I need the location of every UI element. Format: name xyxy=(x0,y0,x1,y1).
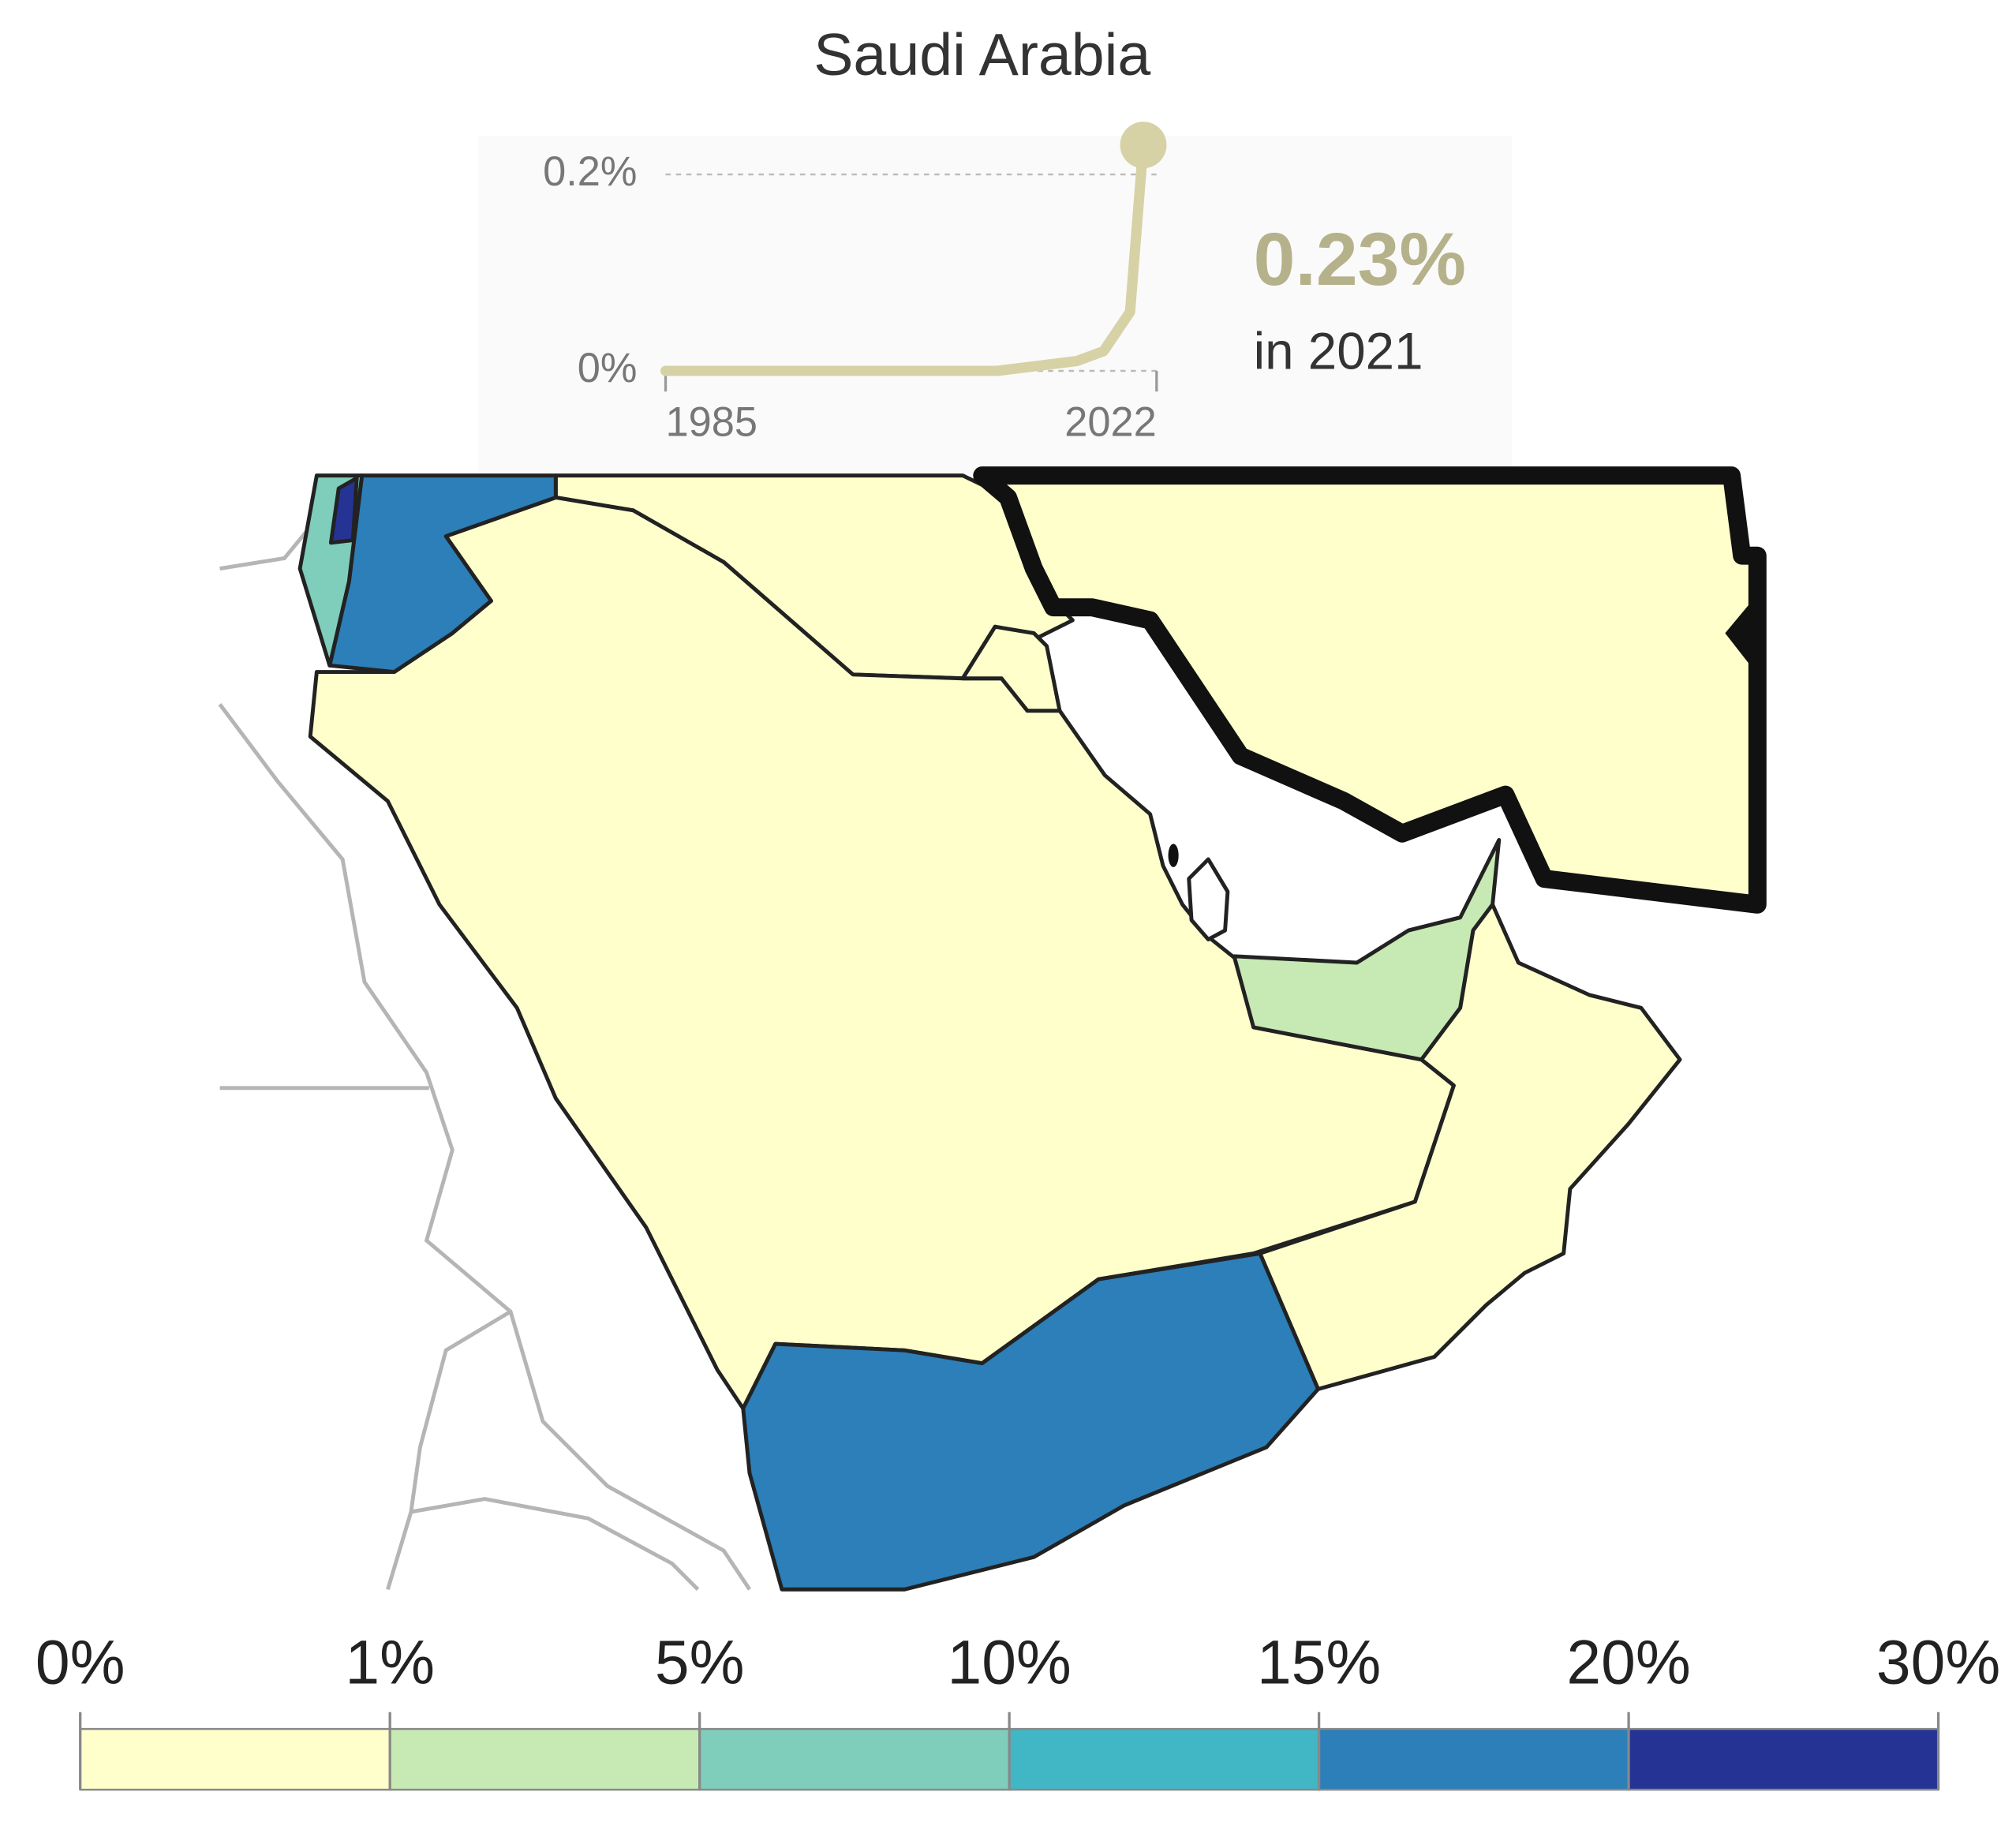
africa-borders xyxy=(218,513,752,1591)
yemen xyxy=(741,1251,1320,1592)
legend-label: 0% xyxy=(36,1627,125,1697)
legend-label: 1% xyxy=(345,1627,435,1697)
sparkline-end-dot xyxy=(1120,122,1167,169)
oman xyxy=(1258,902,1682,1391)
legend-swatch xyxy=(388,1727,701,1791)
title: Saudi Arabia xyxy=(814,21,1150,88)
qatar xyxy=(1187,857,1230,941)
legend-label: 5% xyxy=(655,1627,745,1697)
palestine xyxy=(328,476,359,545)
legend-label: 10% xyxy=(947,1627,1071,1697)
y-tick-label: 0.2% xyxy=(543,149,637,195)
legend-label: 20% xyxy=(1566,1627,1690,1697)
legend-label: 30% xyxy=(1876,1627,2000,1697)
iran xyxy=(973,466,1767,914)
legend-label: 15% xyxy=(1257,1627,1381,1697)
legend-swatch xyxy=(1008,1727,1320,1791)
value-label: 0.23% xyxy=(1254,218,1466,301)
iran-border xyxy=(1725,594,1758,675)
x-tick-label: 1985 xyxy=(666,400,758,446)
y-tick-label: 0% xyxy=(578,346,638,391)
value-caption: in 2021 xyxy=(1254,323,1423,380)
legend-swatch xyxy=(1627,1727,1939,1791)
legend-swatch xyxy=(1318,1727,1630,1791)
sparkline-panel xyxy=(478,135,1513,474)
bahrain xyxy=(1168,844,1179,867)
uae xyxy=(1232,837,1502,1062)
sparkline-line xyxy=(660,140,1149,376)
legend-swatch xyxy=(79,1727,391,1791)
kuwait xyxy=(960,624,1062,713)
map xyxy=(218,466,1767,1592)
legend-swatch xyxy=(698,1727,1011,1791)
x-tick-label: 2022 xyxy=(1064,400,1157,446)
